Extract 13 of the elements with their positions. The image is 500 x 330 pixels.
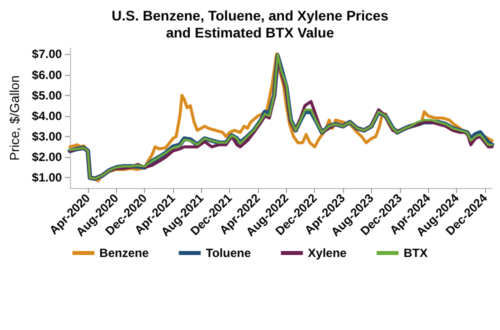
y-tick-label: $7.00 <box>32 47 62 62</box>
y-tick-label: $5.00 <box>32 88 62 102</box>
legend-label: Xylene <box>308 246 347 260</box>
y-tick-label: $4.00 <box>32 108 62 123</box>
y-tick-label: $2.00 <box>32 150 62 164</box>
chart-title: U.S. Benzene, Toluene, and Xylene Prices and Estimated BTX Value <box>112 8 389 40</box>
y-tick-label: $3.00 <box>32 130 62 144</box>
legend-label: Toluene <box>206 246 252 260</box>
y-tick-label: $1.00 <box>32 170 62 185</box>
y-axis-title: Price, $/Gallon <box>7 75 22 161</box>
legend-label: BTX <box>404 246 428 260</box>
legend-label: Benzene <box>99 246 150 260</box>
y-tick-label: $6.00 <box>32 68 62 82</box>
